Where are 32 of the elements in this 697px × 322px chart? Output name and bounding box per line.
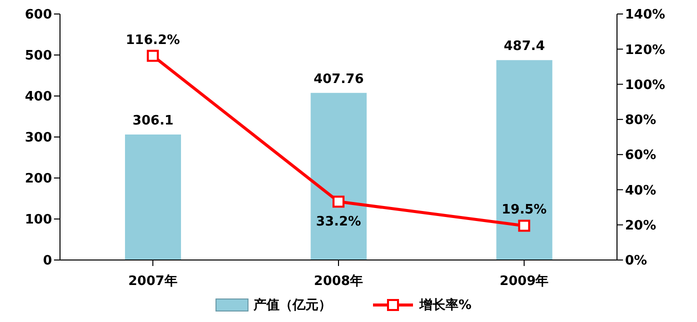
- point: [518, 220, 530, 232]
- y2-tick-label: 60%: [625, 148, 656, 164]
- y2-tick-label: 80%: [625, 113, 656, 128]
- bar: [310, 92, 367, 260]
- y2-tick-label: 120%: [625, 42, 666, 58]
- data-label: 487.4: [504, 39, 545, 54]
- point: [146, 50, 159, 62]
- y2-tick-label: 20%: [625, 218, 656, 234]
- y-tick-label: 500: [24, 48, 52, 64]
- legend-label: 增长率%: [419, 296, 472, 314]
- bar: [496, 60, 552, 260]
- y-tick-label: 200: [24, 172, 52, 187]
- y-tick-label: 600: [24, 8, 52, 23]
- y2-tick-label: 100%: [625, 78, 666, 93]
- y-tick-label: 0: [42, 254, 52, 269]
- x-tick-label: 2008年: [314, 274, 364, 290]
- data-label: 407.76: [314, 72, 364, 87]
- y-tick-label: 300: [24, 130, 52, 146]
- y-tick-label: 400: [24, 90, 52, 105]
- data-label: 306.1: [132, 114, 174, 128]
- data-label: 33.2%: [316, 214, 362, 230]
- legend-label: 产值（亿元）: [253, 296, 332, 314]
- data-label: 116.2%: [126, 32, 180, 48]
- data-label: 19.5%: [502, 202, 547, 218]
- x-tick-label: 2009年: [500, 274, 549, 290]
- y2-tick-label: 140%: [625, 8, 666, 23]
- y2-tick-label: 40%: [625, 183, 656, 198]
- x-tick-label: 2007年: [128, 274, 178, 290]
- y-tick-label: 100: [24, 212, 52, 228]
- point: [332, 196, 344, 208]
- y2-tick-label: 0%: [625, 254, 648, 269]
- bar: [125, 134, 181, 260]
